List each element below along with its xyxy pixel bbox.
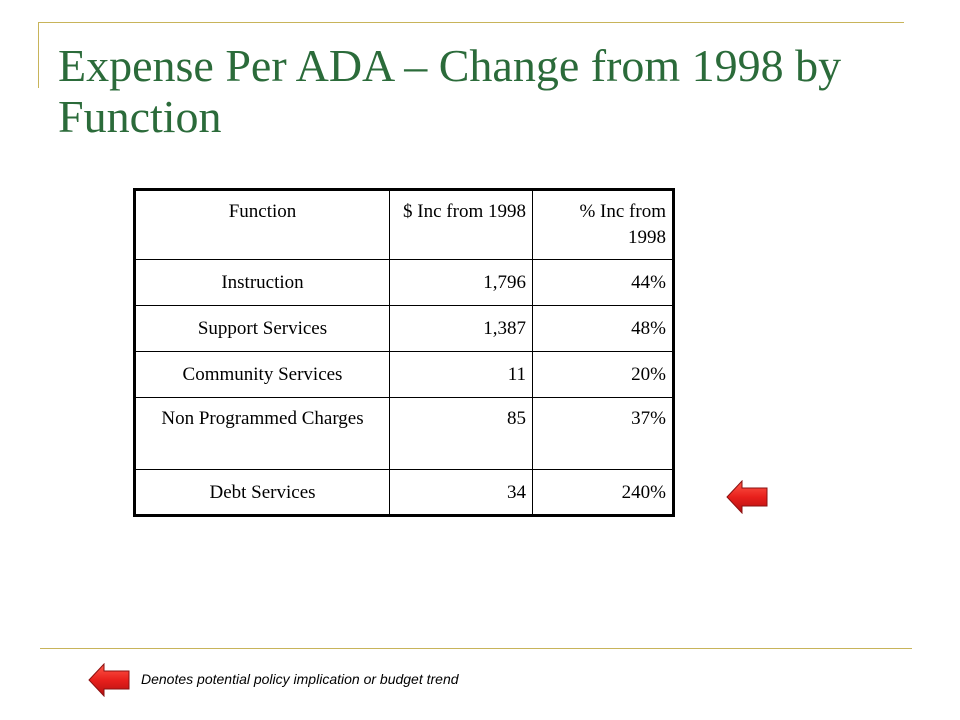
cell-percent-inc: 37% (532, 397, 674, 470)
table-row: Instruction 1,796 44% (134, 259, 674, 306)
page-title: Expense Per ADA – Change from 1998 by Fu… (58, 40, 842, 142)
cell-dollar-inc: 85 (389, 397, 533, 470)
table-header-row: Function $ Inc from 1998 % Inc from 1998 (134, 189, 674, 260)
cell-percent-inc: 44% (532, 259, 674, 306)
cell-dollar-inc: 1,387 (389, 305, 533, 352)
cell-function: Debt Services (134, 469, 390, 516)
legend-text: Denotes potential policy implication or … (141, 671, 459, 687)
column-header-dollar-inc: $ Inc from 1998 (389, 189, 533, 260)
table-row: Debt Services 34 240% (134, 469, 674, 516)
cell-function: Non Programmed Charges (134, 397, 390, 470)
cell-function: Support Services (134, 305, 390, 352)
table-row: Non Programmed Charges 85 37% (134, 397, 674, 470)
left-arrow-icon (88, 663, 130, 697)
column-header-percent-inc: % Inc from 1998 (532, 189, 674, 260)
column-header-function: Function (134, 189, 390, 260)
cell-percent-inc: 20% (532, 351, 674, 398)
expense-table: Function $ Inc from 1998 % Inc from 1998… (133, 188, 675, 517)
table-row: Support Services 1,387 48% (134, 305, 674, 352)
cell-percent-inc: 48% (532, 305, 674, 352)
bottom-rule (40, 648, 912, 649)
cell-dollar-inc: 11 (389, 351, 533, 398)
table-row: Community Services 11 20% (134, 351, 674, 398)
cell-percent-inc: 240% (532, 469, 674, 516)
cell-dollar-inc: 1,796 (389, 259, 533, 306)
cell-dollar-inc: 34 (389, 469, 533, 516)
cell-function: Community Services (134, 351, 390, 398)
top-rule (38, 22, 904, 23)
left-arrow-icon (726, 480, 768, 514)
left-rule (38, 22, 39, 88)
cell-function: Instruction (134, 259, 390, 306)
